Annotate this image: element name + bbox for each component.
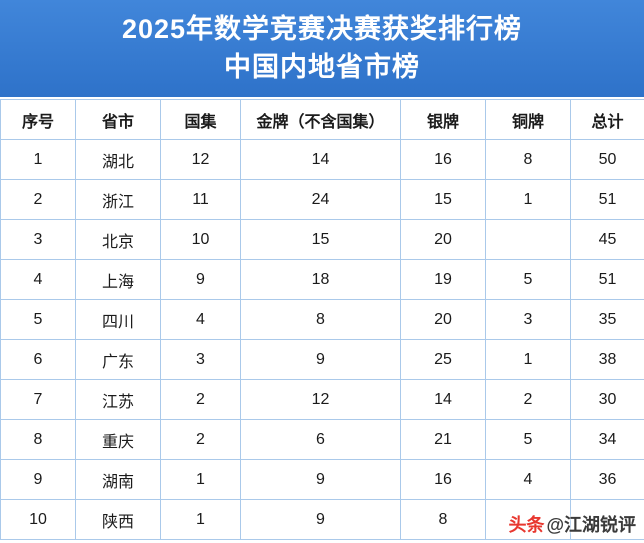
table-cell: 1 (0, 139, 76, 180)
table-cell: 34 (570, 419, 644, 460)
table-cell: 15 (400, 179, 486, 220)
table-cell: 45 (570, 219, 644, 260)
toutiao-logo-text: 头条 (508, 515, 545, 535)
table-cell: 1 (160, 459, 241, 500)
table-cell: 8 (0, 419, 76, 460)
table-cell: 25 (400, 339, 486, 380)
table-cell: 38 (570, 339, 644, 380)
table-cell: 5 (485, 259, 571, 300)
table-row: 8 重庆 2 6 21 5 34 (0, 419, 644, 460)
table-cell: 7 (0, 379, 76, 420)
table-cell: 江苏 (75, 379, 161, 420)
table-cell: 14 (240, 139, 401, 180)
table-cell: 1 (485, 339, 571, 380)
table-cell: 上海 (75, 259, 161, 300)
table-cell: 4 (485, 459, 571, 500)
table-cell: 四川 (75, 299, 161, 340)
table-row: 2 浙江 11 24 15 1 51 (0, 179, 644, 220)
table-cell (485, 499, 571, 540)
table-cell: 12 (240, 379, 401, 420)
table-cell: 11 (160, 179, 241, 220)
table-cell: 浙江 (75, 179, 161, 220)
column-header: 金牌（不含国集） (240, 99, 401, 140)
table-cell: 16 (400, 459, 486, 500)
table-cell: 15 (240, 219, 401, 260)
watermark: 头条 @江湖锐评 (508, 511, 636, 537)
table-row: 5 四川 4 8 20 3 35 (0, 299, 644, 340)
table-cell: 重庆 (75, 419, 161, 460)
table-cell: 6 (0, 339, 76, 380)
column-header: 铜牌 (485, 99, 571, 140)
table-cell: 湖南 (75, 459, 161, 500)
table-row: 7 江苏 2 12 14 2 30 (0, 379, 644, 420)
table-row: 9 湖南 1 9 16 4 36 (0, 459, 644, 500)
table-row: 4 上海 9 18 19 5 51 (0, 259, 644, 300)
table-cell: 16 (400, 139, 486, 180)
table-cell: 9 (240, 499, 401, 540)
table-cell: 4 (0, 259, 76, 300)
table-cell: 6 (240, 419, 401, 460)
table-cell: 北京 (75, 219, 161, 260)
table-cell: 8 (400, 499, 486, 540)
table-cell: 9 (240, 459, 401, 500)
column-header: 省市 (75, 99, 161, 140)
table-row: 1 湖北 12 14 16 8 50 (0, 139, 644, 180)
table-cell: 19 (400, 259, 486, 300)
table-cell: 2 (160, 419, 241, 460)
table-cell: 3 (485, 299, 571, 340)
table-cell (570, 499, 644, 540)
table-cell: 21 (400, 419, 486, 460)
ranking-table: 序号 省市 国集 金牌（不含国集） 银牌 铜牌 总计 1 湖北 12 14 16 8 50 2 浙江 11 24… (0, 99, 644, 540)
table-cell: 4 (160, 299, 241, 340)
table-row: 10 陕西 1 9 8 (0, 499, 644, 540)
table-cell: 18 (240, 259, 401, 300)
table-cell: 30 (570, 379, 644, 420)
table-cell: 1 (485, 179, 571, 220)
table-cell: 8 (485, 139, 571, 180)
table-cell: 14 (400, 379, 486, 420)
table-cell: 2 (485, 379, 571, 420)
watermark-handle: @江湖锐评 (546, 515, 636, 535)
table-cell: 5 (485, 419, 571, 460)
table-cell: 陕西 (75, 499, 161, 540)
table-cell: 1 (160, 499, 241, 540)
table-cell: 10 (0, 499, 76, 540)
table-row: 3 北京 10 15 20 45 (0, 219, 644, 260)
table-cell: 8 (240, 299, 401, 340)
table-cell: 9 (240, 339, 401, 380)
table-cell: 12 (160, 139, 241, 180)
table-cell: 51 (570, 259, 644, 300)
table-cell: 50 (570, 139, 644, 180)
table-cell: 20 (400, 299, 486, 340)
table-cell: 5 (0, 299, 76, 340)
table-cell: 3 (160, 339, 241, 380)
table-cell: 广东 (75, 339, 161, 380)
table-cell: 20 (400, 219, 486, 260)
table-cell: 35 (570, 299, 644, 340)
table-cell: 湖北 (75, 139, 161, 180)
column-header: 国集 (160, 99, 241, 140)
table-cell: 51 (570, 179, 644, 220)
page-title-line-1: 2025年数学竞赛决赛获奖排行榜 (121, 13, 523, 44)
table-cell: 9 (160, 259, 241, 300)
table-cell (485, 219, 571, 260)
table-cell: 2 (0, 179, 76, 220)
title-banner: 2025年数学竞赛决赛获奖排行榜 中国内地省市榜 (0, 0, 644, 97)
table-cell: 3 (0, 219, 76, 260)
table-body: 1 湖北 12 14 16 8 50 2 浙江 11 24 15 1 51 3 北京 10 15 20 45 4 上海 9 1… (0, 139, 644, 540)
table-cell: 36 (570, 459, 644, 500)
table-row: 6 广东 3 9 25 1 38 (0, 339, 644, 380)
page-title-line-2: 中国内地省市榜 (224, 51, 420, 82)
table-cell: 24 (240, 179, 401, 220)
table-cell: 2 (160, 379, 241, 420)
column-header: 序号 (0, 99, 76, 140)
header-row: 序号 省市 国集 金牌（不含国集） 银牌 铜牌 总计 (0, 99, 644, 140)
column-header: 总计 (570, 99, 644, 140)
table-cell: 9 (0, 459, 76, 500)
table-cell: 10 (160, 219, 241, 260)
column-header: 银牌 (400, 99, 486, 140)
